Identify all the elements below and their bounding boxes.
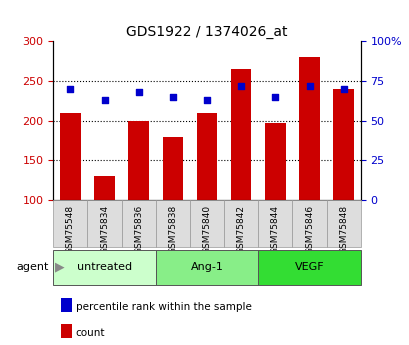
Point [237,83,244,89]
Text: GSM75848: GSM75848 [338,205,347,254]
Bar [265,123,285,200]
Text: GSM75836: GSM75836 [134,205,143,254]
Text: GSM75834: GSM75834 [100,205,109,254]
Bar [155,200,189,247]
Bar [224,200,258,247]
Point [67,86,74,92]
Bar [53,250,155,285]
Text: Ang-1: Ang-1 [190,263,223,272]
Point [272,94,278,100]
Bar [162,137,183,200]
Bar [258,250,360,285]
Point [135,89,142,95]
Point [203,97,210,103]
Bar [94,176,115,200]
Text: GSM75846: GSM75846 [304,205,313,254]
Text: percentile rank within the sample: percentile rank within the sample [76,302,251,312]
Text: GSM75548: GSM75548 [66,205,75,254]
Title: GDS1922 / 1374026_at: GDS1922 / 1374026_at [126,25,287,39]
Bar [292,200,326,247]
Point [306,83,312,89]
Text: GSM75838: GSM75838 [168,205,177,254]
Bar [326,200,360,247]
Text: untreated: untreated [77,263,132,272]
Bar [121,200,155,247]
Bar [333,89,353,200]
Bar [60,113,81,200]
Bar [230,69,251,200]
Point [339,86,346,92]
Bar [155,250,258,285]
Point [101,97,108,103]
Bar [87,200,121,247]
Bar [189,200,224,247]
Text: agent: agent [17,263,49,272]
Bar [196,113,217,200]
Text: ▶: ▶ [55,261,65,274]
Text: VEGF: VEGF [294,263,324,272]
Text: GSM75840: GSM75840 [202,205,211,254]
Text: GSM75842: GSM75842 [236,205,245,254]
Bar [299,57,319,200]
Bar [128,121,148,200]
Text: GSM75844: GSM75844 [270,205,279,254]
Bar [258,200,292,247]
Bar [53,200,87,247]
Text: count: count [76,328,105,338]
Point [169,94,176,100]
